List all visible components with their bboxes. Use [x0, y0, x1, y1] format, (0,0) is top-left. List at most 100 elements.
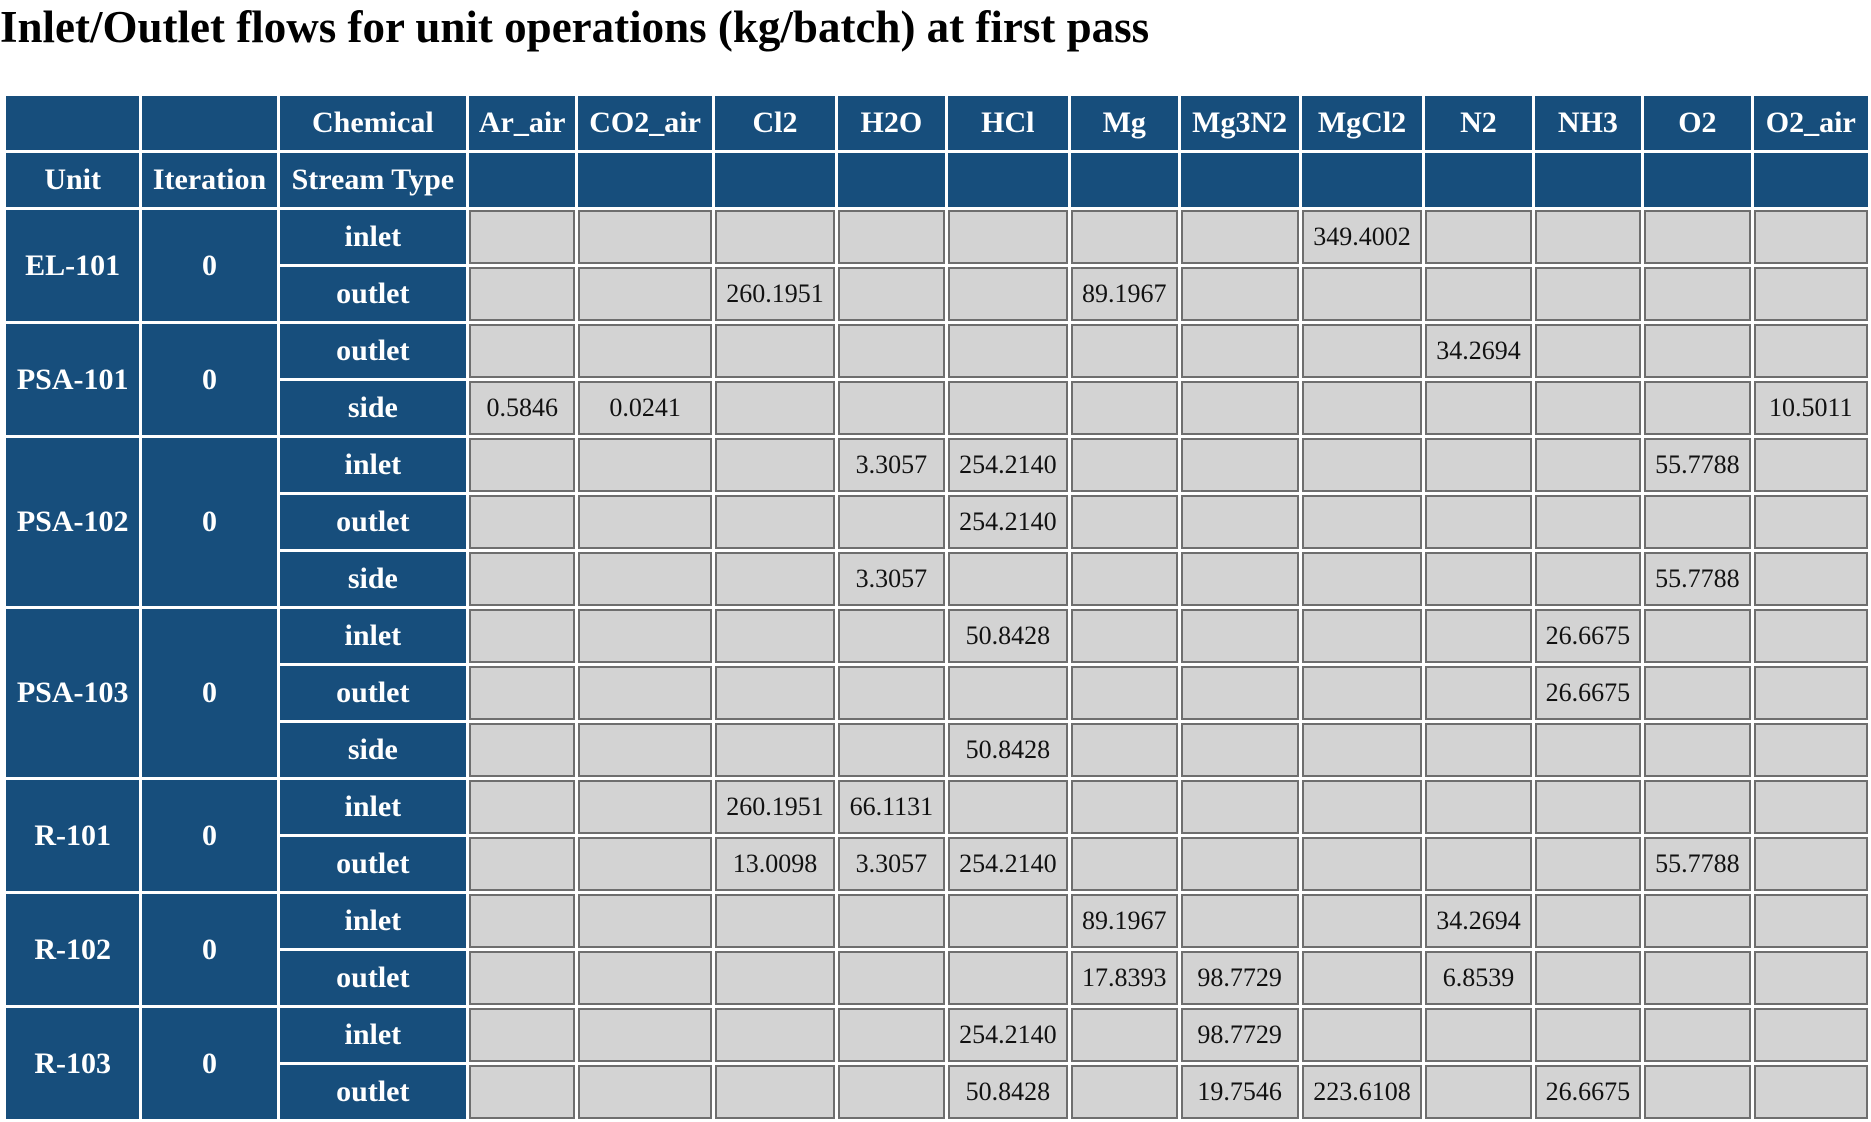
header-blank-cell — [1534, 153, 1642, 207]
stream-type-cell: outlet — [279, 495, 466, 549]
table-row: PSA-103 0 inlet 50.8428 26.6675 — [6, 609, 1868, 777]
table-row: PSA-102 0 inlet 3.3057 254.2140 55.7788 — [6, 438, 1868, 606]
flow-value-cell — [468, 324, 576, 378]
flow-value-cell — [1644, 951, 1751, 1005]
flow-value-cell — [714, 324, 836, 378]
flow-value-cell — [1753, 495, 1868, 549]
flow-value-cell — [1180, 894, 1299, 948]
flow-value-cell — [1534, 381, 1642, 435]
flow-value-cell: 17.8393 — [1071, 951, 1178, 1005]
flow-value-cell — [1534, 552, 1642, 606]
table-row: side 3.3057 55.7788 — [6, 552, 1868, 606]
flow-value-cell — [468, 1065, 576, 1119]
stream-type-cell: inlet — [279, 1008, 466, 1062]
flow-value-cell: 254.2140 — [947, 495, 1069, 549]
flow-value-cell — [838, 609, 945, 663]
iteration-cell: 0 — [142, 609, 277, 777]
flow-value-cell — [578, 837, 712, 891]
flow-value-cell — [1753, 951, 1868, 1005]
flow-value-cell — [1644, 267, 1751, 321]
flow-value-cell: 260.1951 — [714, 780, 836, 834]
flow-value-cell — [1534, 723, 1642, 777]
flow-value-cell — [1301, 552, 1423, 606]
flow-value-cell — [1425, 1008, 1532, 1062]
iteration-cell: 0 — [142, 438, 277, 606]
stream-type-cell: outlet — [279, 267, 466, 321]
flow-value-cell — [1644, 723, 1751, 777]
flow-value-cell — [1071, 381, 1178, 435]
flow-value-cell: 254.2140 — [947, 1008, 1069, 1062]
flow-value-cell — [1301, 1008, 1423, 1062]
flow-value-cell — [578, 1008, 712, 1062]
iteration-cell: 0 — [142, 780, 277, 891]
flow-value-cell — [1534, 495, 1642, 549]
chemical-column-header: HCl — [947, 96, 1069, 150]
flow-value-cell — [578, 780, 712, 834]
flow-value-cell — [1301, 780, 1423, 834]
flow-value-cell — [947, 381, 1069, 435]
flow-value-cell — [838, 1008, 945, 1062]
flow-value-cell: 10.5011 — [1753, 381, 1868, 435]
flow-value-cell — [578, 609, 712, 663]
unit-name-cell: R-101 — [6, 780, 140, 891]
header-blank-cell — [1071, 153, 1178, 207]
flow-value-cell — [1753, 609, 1868, 663]
flow-value-cell — [947, 894, 1069, 948]
flow-value-cell — [1180, 324, 1299, 378]
flow-value-cell — [468, 1008, 576, 1062]
flow-value-cell — [1180, 438, 1299, 492]
flow-value-cell: 55.7788 — [1644, 552, 1751, 606]
flow-value-cell — [468, 837, 576, 891]
flow-value-cell — [1180, 381, 1299, 435]
flow-value-cell — [947, 267, 1069, 321]
flow-value-cell — [1180, 210, 1299, 264]
flow-value-cell — [1425, 495, 1532, 549]
flow-value-cell: 0.5846 — [468, 381, 576, 435]
flow-value-cell — [1071, 324, 1178, 378]
flow-value-cell — [468, 894, 576, 948]
stream-type-cell: outlet — [279, 951, 466, 1005]
flow-value-cell — [1644, 1065, 1751, 1119]
flow-value-cell — [1071, 210, 1178, 264]
header-blank-cell — [947, 153, 1069, 207]
flow-value-cell — [1425, 780, 1532, 834]
flow-value-cell — [578, 723, 712, 777]
flow-value-cell — [714, 1065, 836, 1119]
unit-header: Unit — [6, 153, 140, 207]
stream-type-cell: side — [279, 723, 466, 777]
flow-value-cell — [578, 894, 712, 948]
index-header-row: Unit Iteration Stream Type — [6, 153, 1868, 207]
header-blank-cell — [714, 153, 836, 207]
flow-value-cell: 34.2694 — [1425, 894, 1532, 948]
flow-value-cell — [468, 210, 576, 264]
flow-value-cell — [1425, 837, 1532, 891]
table-row: outlet 26.6675 — [6, 666, 1868, 720]
table-row: PSA-101 0 outlet 34.2694 — [6, 324, 1868, 435]
flow-value-cell — [1753, 894, 1868, 948]
flow-value-cell: 3.3057 — [838, 438, 945, 492]
flow-value-cell — [1425, 438, 1532, 492]
stream-type-cell: side — [279, 381, 466, 435]
flow-value-cell — [1301, 894, 1423, 948]
flow-value-cell — [947, 552, 1069, 606]
flow-value-cell — [1425, 552, 1532, 606]
chemical-column-header: NH3 — [1534, 96, 1642, 150]
flow-value-cell — [1425, 267, 1532, 321]
flow-value-cell: 254.2140 — [947, 837, 1069, 891]
table-row: outlet 17.8393 98.7729 6.8539 — [6, 951, 1868, 1005]
flow-value-cell — [1180, 609, 1299, 663]
flow-value-cell — [1301, 381, 1423, 435]
flow-value-cell — [578, 324, 712, 378]
flow-value-cell — [947, 210, 1069, 264]
chemical-column-header: N2 — [1425, 96, 1532, 150]
chemical-column-header: H2O — [838, 96, 945, 150]
iteration-cell: 0 — [142, 324, 277, 435]
flow-value-cell — [1071, 609, 1178, 663]
table-row: outlet 13.0098 3.3057 254.2140 55.7788 — [6, 837, 1868, 891]
flow-value-cell — [578, 552, 712, 606]
table-row: outlet 254.2140 — [6, 495, 1868, 549]
flow-value-cell — [1071, 438, 1178, 492]
table-row: outlet 260.1951 89.1967 — [6, 267, 1868, 321]
flow-value-cell — [1753, 723, 1868, 777]
chemical-column-header: Cl2 — [714, 96, 836, 150]
